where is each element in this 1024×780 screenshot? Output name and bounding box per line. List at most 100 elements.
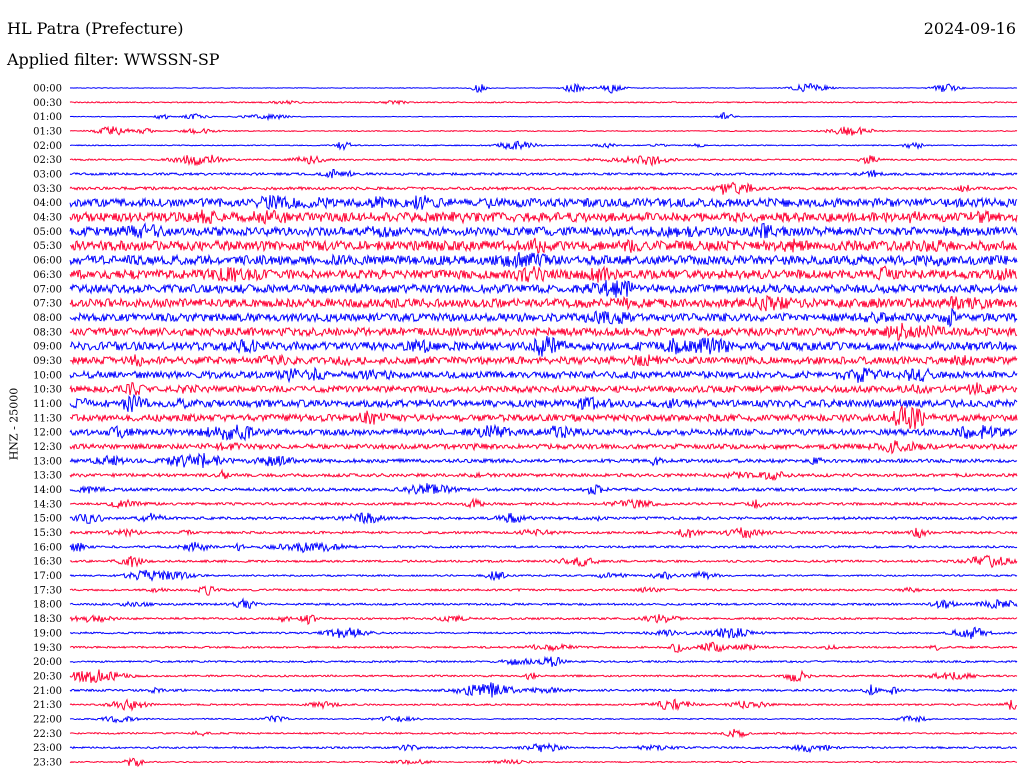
row-time-label: 09:00: [33, 342, 62, 353]
row-time-label: 16:00: [33, 542, 62, 553]
row-time-label: 17:00: [33, 571, 62, 582]
row-time-label: 13:30: [33, 471, 62, 482]
seismic-trace: [69, 715, 1018, 724]
seismic-trace: [69, 82, 1018, 94]
seismic-trace: [69, 742, 1018, 754]
row-time-label: 23:30: [33, 758, 62, 769]
seismic-trace: [69, 294, 1018, 312]
row-time-label: 00:30: [33, 98, 62, 109]
row-time-label: 18:30: [33, 614, 62, 625]
filter-label: Applied filter: WWSSN-SP: [7, 50, 220, 69]
seismic-trace: [69, 336, 1018, 357]
seismic-trace: [69, 154, 1018, 167]
seismic-trace: [69, 194, 1018, 211]
seismic-trace: [69, 353, 1018, 367]
time-label-group: 00:00 00:30 01:00 01:30 02:00 02:30 03:00 03:30…: [33, 84, 62, 769]
seismic-trace: [69, 468, 1018, 481]
row-time-label: 01:00: [33, 112, 62, 123]
row-time-label: 01:30: [33, 127, 62, 138]
seismic-trace: [70, 237, 1018, 254]
trace-group: [69, 82, 1018, 768]
row-time-label: 05:30: [33, 241, 62, 252]
row-time-label: 03:30: [33, 184, 62, 195]
row-time-label: 04:00: [33, 198, 62, 209]
row-time-label: 15:00: [33, 514, 62, 525]
row-time-label: 10:30: [33, 385, 62, 396]
seismic-trace: [69, 366, 1018, 384]
station-title: HL Patra (Prefecture): [7, 19, 184, 38]
row-time-label: 20:30: [33, 671, 62, 682]
row-time-label: 22:30: [33, 729, 62, 740]
seismic-trace: [69, 209, 1018, 225]
seismic-trace: [69, 626, 1018, 639]
seismic-trace: [69, 597, 1018, 610]
row-time-label: 22:00: [33, 715, 62, 726]
seismic-trace: [69, 728, 1018, 739]
seismic-trace: [69, 381, 1018, 396]
row-time-label: 21:00: [33, 686, 62, 697]
row-time-label: 08:00: [33, 313, 62, 324]
row-time-label: 02:00: [33, 141, 62, 152]
row-time-label: 19:00: [33, 628, 62, 639]
row-time-label: 18:00: [33, 600, 62, 611]
row-time-label: 19:30: [33, 643, 62, 654]
row-time-label: 12:00: [33, 428, 62, 439]
seismic-trace: [69, 265, 1018, 283]
seismic-trace: [69, 322, 1018, 341]
row-time-label: 03:00: [33, 170, 62, 181]
seismic-trace: [69, 483, 1018, 496]
row-time-label: 11:30: [33, 413, 62, 424]
seismic-trace: [70, 140, 1018, 152]
seismic-trace: [69, 585, 1018, 596]
seismic-trace: [69, 669, 1018, 683]
row-time-label: 15:30: [33, 528, 62, 539]
row-time-label: 17:30: [33, 585, 62, 596]
seismic-trace: [69, 698, 1017, 712]
row-time-label: 09:30: [33, 356, 62, 367]
row-time-label: 12:30: [33, 442, 62, 453]
row-time-label: 16:30: [33, 557, 62, 568]
row-time-label: 13:00: [33, 456, 62, 467]
row-time-label: 06:00: [33, 256, 62, 267]
seismic-trace: [69, 279, 1018, 298]
seismic-trace: [69, 497, 1018, 510]
seismic-trace: [69, 440, 1018, 455]
row-time-label: 07:00: [33, 284, 62, 295]
row-time-label: 05:00: [33, 227, 62, 238]
seismic-trace: [69, 655, 1018, 667]
seismic-trace: [69, 169, 1018, 179]
row-time-label: 06:30: [33, 270, 62, 281]
seismic-trace: [69, 452, 1018, 469]
seismic-trace: [69, 614, 1018, 626]
seismic-trace: [69, 99, 1018, 106]
seismic-trace: [69, 527, 1018, 539]
seismic-trace: [69, 252, 1018, 269]
row-time-label: 23:00: [33, 743, 62, 754]
seismic-trace: [69, 541, 1018, 554]
seismic-trace: [69, 569, 1018, 582]
row-time-label: 14:00: [33, 485, 62, 496]
seismic-trace: [69, 554, 1018, 569]
date-label: 2024-09-16: [923, 19, 1016, 38]
seismic-trace: [69, 423, 1018, 442]
row-time-label: 10:00: [33, 370, 62, 381]
seismic-trace: [69, 222, 1018, 239]
seismic-trace: [69, 757, 1018, 768]
row-time-label: 11:00: [33, 399, 62, 410]
seismic-trace: [69, 641, 1018, 654]
seismic-trace: [69, 125, 1018, 136]
row-time-label: 20:00: [33, 657, 62, 668]
seismic-trace: [69, 181, 1018, 195]
row-time-label: 04:30: [33, 213, 62, 224]
row-time-label: 07:30: [33, 299, 62, 310]
seismic-trace: [69, 393, 1018, 413]
seismic-trace: [69, 682, 1018, 698]
seismic-trace: [69, 512, 1018, 525]
seismic-trace: [69, 307, 1018, 328]
seismic-trace: [69, 405, 1018, 429]
row-time-label: 14:30: [33, 499, 62, 510]
seismic-trace: [69, 112, 1017, 122]
row-time-label: 21:30: [33, 700, 62, 711]
row-time-label: 00:00: [33, 84, 62, 95]
